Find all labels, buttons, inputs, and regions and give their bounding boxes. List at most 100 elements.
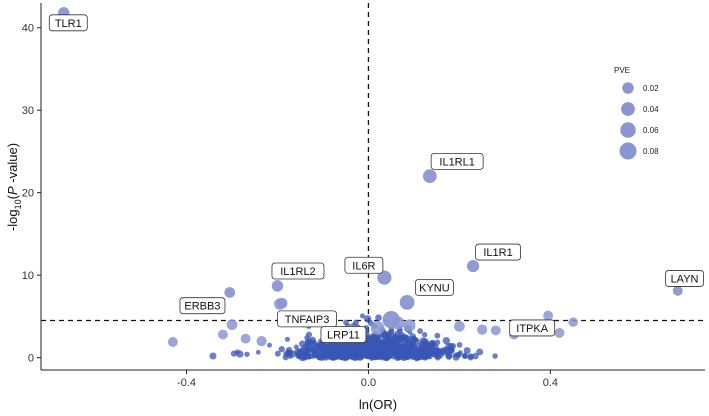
gene-label-text: TLR1 bbox=[55, 18, 82, 30]
cloud-point bbox=[461, 352, 468, 359]
highlighted-points bbox=[57, 7, 683, 347]
cloud-point bbox=[419, 346, 427, 354]
cloud-point bbox=[304, 335, 310, 341]
gene-label-erbb3: ERBB3 bbox=[179, 297, 226, 315]
cloud-point bbox=[372, 340, 379, 347]
y-axis-title-log: -log bbox=[5, 209, 20, 231]
cloud-point bbox=[421, 332, 428, 338]
cloud-point bbox=[419, 337, 427, 345]
highlight-point bbox=[543, 310, 554, 321]
y-tick-label: 40 bbox=[22, 23, 34, 35]
gene-point-kynu bbox=[399, 295, 415, 310]
cloud-point bbox=[390, 353, 397, 360]
cloud-point bbox=[318, 353, 326, 361]
gene-label-text: ERBB3 bbox=[184, 301, 220, 313]
gene-label-layn: LAYN bbox=[665, 270, 704, 287]
cloud-point bbox=[353, 319, 359, 326]
cloud-point bbox=[417, 328, 424, 334]
x-tick-label: -0.4 bbox=[177, 377, 196, 389]
y-axis-title-paren: ( bbox=[5, 194, 20, 199]
cloud-point bbox=[278, 345, 285, 353]
cloud-point bbox=[324, 344, 331, 352]
cloud-point bbox=[312, 353, 318, 359]
highlight-point bbox=[403, 319, 416, 332]
cloud-point bbox=[209, 352, 217, 360]
cloud-point bbox=[403, 335, 410, 343]
cloud-point bbox=[255, 349, 261, 355]
cloud-point bbox=[413, 337, 419, 343]
cloud-point bbox=[338, 347, 345, 354]
gene-label-box bbox=[48, 14, 88, 32]
gene-point-erbb3 bbox=[224, 287, 236, 298]
cloud-point bbox=[267, 342, 273, 348]
cloud-point bbox=[382, 340, 390, 348]
cloud-point bbox=[425, 347, 431, 353]
gene-label-box bbox=[430, 152, 484, 170]
cloud-point bbox=[297, 348, 304, 355]
y-axis-title-base: 10 bbox=[13, 199, 23, 209]
gene-point-lrp11 bbox=[382, 311, 400, 329]
x-tick-label: 0.4 bbox=[543, 377, 558, 389]
gene-label-kynu: KYNU bbox=[414, 279, 454, 296]
gene-label-box bbox=[509, 319, 556, 337]
cloud-point bbox=[434, 332, 441, 339]
cloud-point bbox=[492, 353, 498, 359]
gene-label-text: IL6R bbox=[352, 260, 375, 272]
cloud-point bbox=[476, 348, 484, 356]
highlight-point bbox=[370, 321, 385, 335]
gene-label-box bbox=[475, 243, 521, 261]
cloud-point bbox=[274, 350, 281, 357]
gene-label-il1rl1: IL1RL1 bbox=[430, 152, 484, 170]
cloud-point bbox=[350, 354, 357, 361]
highlight-point bbox=[226, 319, 238, 331]
highlight-point bbox=[167, 337, 178, 347]
cloud-point bbox=[311, 349, 318, 355]
cloud-point bbox=[329, 344, 336, 351]
cloud-point bbox=[445, 351, 451, 357]
cloud-point bbox=[403, 351, 409, 357]
legend-label: 0.06 bbox=[643, 126, 659, 135]
legend-symbol bbox=[620, 122, 636, 138]
cloud-point bbox=[394, 330, 400, 337]
gene-label-box bbox=[320, 326, 367, 343]
y-tick-label: 30 bbox=[22, 105, 34, 117]
cloud-point bbox=[293, 344, 299, 350]
cloud-point bbox=[284, 336, 290, 342]
gene-label-itpka: ITPKA bbox=[509, 319, 556, 337]
gene-label-tnfaip3: TNFAIP3 bbox=[277, 310, 337, 328]
cloud-point bbox=[398, 334, 404, 341]
gene-label-il1rl2: IL1RL2 bbox=[271, 262, 325, 280]
gene-label-text: TNFAIP3 bbox=[285, 314, 330, 326]
cloud-point bbox=[386, 331, 392, 336]
cloud-point bbox=[244, 351, 250, 357]
legend-symbol bbox=[621, 102, 635, 116]
y-axis-title-value: -value) bbox=[5, 143, 20, 186]
axis-ticks: -0.4 0.0 0.4 0 10 20 30 40 bbox=[22, 23, 558, 389]
gene-label-text: IL1RL1 bbox=[439, 156, 474, 168]
gene-label-text: KYNU bbox=[419, 283, 450, 295]
cloud-point bbox=[449, 347, 455, 353]
cloud-point bbox=[463, 347, 471, 355]
cloud-point bbox=[288, 349, 294, 355]
gene-label-text: IL1RL2 bbox=[280, 266, 315, 278]
gene-label-box bbox=[277, 310, 337, 328]
cloud-point bbox=[452, 353, 460, 361]
cloud-point bbox=[236, 350, 244, 358]
y-tick-label: 0 bbox=[28, 353, 34, 365]
cloud-point bbox=[442, 336, 451, 345]
cloud-point bbox=[390, 343, 398, 351]
point-cloud bbox=[209, 313, 498, 362]
highlight-point bbox=[477, 324, 488, 335]
legend-symbol bbox=[622, 82, 634, 94]
highlight-point bbox=[217, 329, 228, 340]
gene-point-layn bbox=[672, 285, 683, 296]
x-tick-label: 0.0 bbox=[361, 377, 376, 389]
gene-point-il6r bbox=[377, 270, 392, 285]
cloud-point bbox=[428, 339, 437, 348]
legend-label: 0.02 bbox=[643, 84, 659, 93]
legend-symbol bbox=[619, 142, 637, 160]
cloud-point bbox=[467, 353, 474, 360]
highlight-point bbox=[256, 336, 267, 347]
cloud-point bbox=[411, 344, 418, 350]
